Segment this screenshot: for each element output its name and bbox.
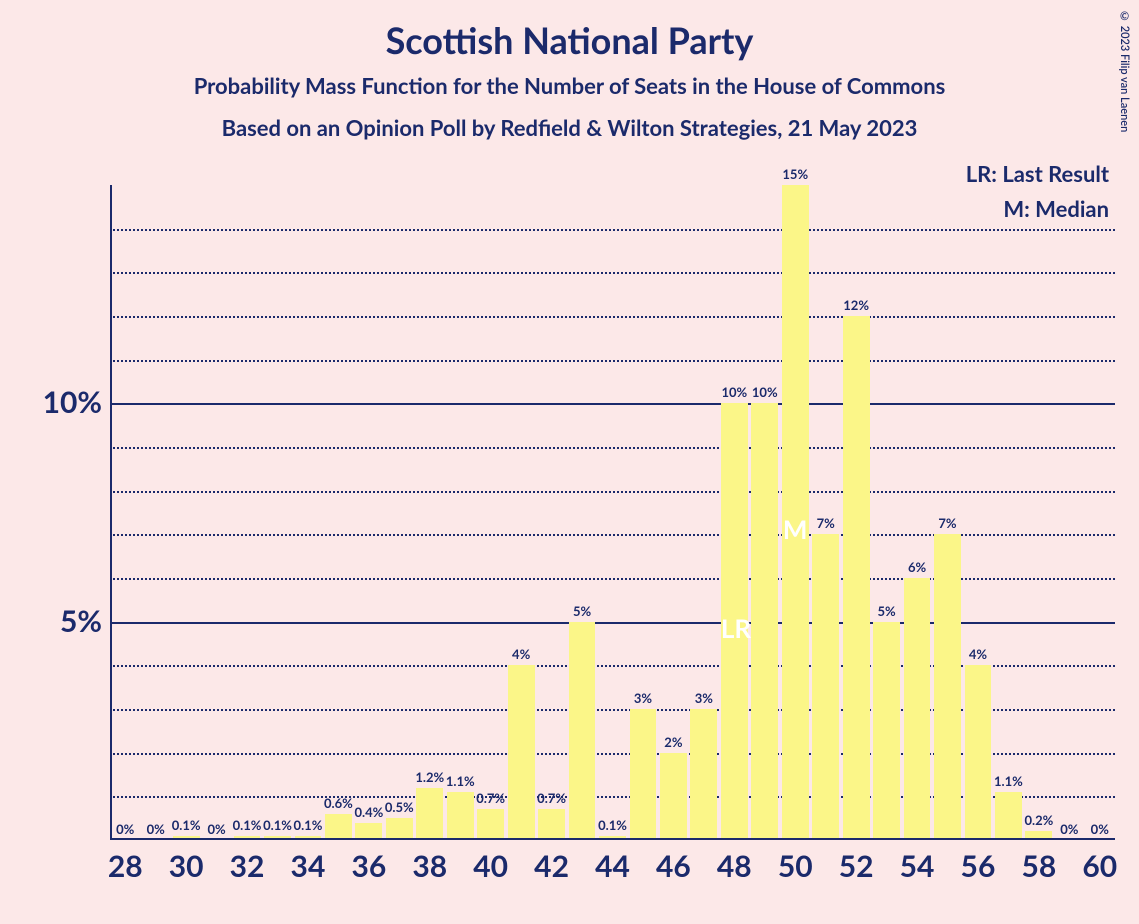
bar-label: 1.2% [413, 769, 447, 785]
grid-minor [110, 316, 1115, 318]
x-tick-label: 42 [521, 848, 582, 884]
grid-minor [110, 447, 1115, 449]
bar-label: 0% [1083, 821, 1117, 837]
x-tick-label: 60 [1069, 848, 1130, 884]
bar [447, 792, 474, 840]
bar-label: 0.1% [230, 817, 264, 833]
plot-area: 5%10%0%0%0.1%0%0.1%0.1%0.1%0.6%0.4%0.5%1… [110, 185, 1115, 840]
bar [477, 809, 504, 840]
bar-label: 0.2% [1022, 812, 1056, 828]
bar [995, 792, 1022, 840]
chart-subtitle-1: Probability Mass Function for the Number… [0, 72, 1139, 99]
grid-minor [110, 360, 1115, 362]
x-tick-label: 54 [887, 848, 948, 884]
x-tick-label: 58 [1008, 848, 1069, 884]
bar-label: 0.5% [382, 799, 416, 815]
chart-title: Scottish National Party [0, 18, 1139, 62]
x-tick-label: 46 [643, 848, 704, 884]
x-tick-label: 30 [156, 848, 217, 884]
y-axis [110, 185, 112, 840]
bar-label: 0.7% [534, 790, 568, 806]
x-tick-label: 50 [765, 848, 826, 884]
bar-label: 4% [961, 646, 995, 662]
bar [873, 622, 900, 840]
bar-label: 0.1% [260, 817, 294, 833]
x-tick-label: 38 [399, 848, 460, 884]
bar-label: 0.1% [169, 817, 203, 833]
bar-label: 5% [565, 603, 599, 619]
bar-label: 1.1% [991, 773, 1025, 789]
bar-label: 10% [748, 384, 782, 400]
x-tick-label: 44 [582, 848, 643, 884]
legend-lr: LR: Last Result [966, 160, 1109, 187]
x-tick-label: 34 [278, 848, 339, 884]
x-tick-label: 48 [704, 848, 765, 884]
chart-subtitle-2: Based on an Opinion Poll by Redfield & W… [0, 114, 1139, 141]
bar-label: 7% [808, 515, 842, 531]
bar-label: 0% [108, 821, 142, 837]
bar [660, 753, 687, 840]
grid-major [110, 403, 1115, 405]
copyright-text: © 2023 Filip van Laenen [1118, 10, 1131, 132]
bar-label: 0.1% [291, 817, 325, 833]
bar [569, 622, 596, 840]
bar-label: 3% [687, 690, 721, 706]
grid-minor [110, 534, 1115, 536]
bar-label: 10% [717, 384, 751, 400]
marker-median: M [782, 513, 809, 545]
x-tick-label: 28 [95, 848, 156, 884]
grid-minor [110, 272, 1115, 274]
grid-minor [110, 491, 1115, 493]
marker-last-result: LR [721, 612, 748, 644]
bar-label: 0% [1052, 821, 1086, 837]
bar [812, 534, 839, 840]
x-tick-label: 32 [217, 848, 278, 884]
x-tick-label: 40 [460, 848, 521, 884]
y-tick-label: 5% [10, 603, 102, 639]
bar [508, 665, 535, 840]
y-tick-label: 10% [10, 384, 102, 420]
bar [904, 578, 931, 840]
bar [690, 709, 717, 840]
bar-label: 5% [869, 603, 903, 619]
x-tick-label: 52 [826, 848, 887, 884]
bar-label: 0.7% [473, 790, 507, 806]
bar [416, 788, 443, 840]
bar [965, 665, 992, 840]
bar-label: 0.6% [321, 795, 355, 811]
bar-label: 7% [930, 515, 964, 531]
bar [843, 316, 870, 840]
chart-canvas: Scottish National Party Probability Mass… [0, 0, 1139, 924]
bar [386, 818, 413, 840]
x-tick-label: 36 [338, 848, 399, 884]
grid-minor [110, 229, 1115, 231]
bar-label: 12% [839, 297, 873, 313]
bar-label: 1.1% [443, 773, 477, 789]
bar-label: 15% [778, 166, 812, 182]
bar [751, 403, 778, 840]
bar-label: 0% [199, 821, 233, 837]
bar [934, 534, 961, 840]
bar-label: 0% [138, 821, 172, 837]
bar-label: 6% [900, 559, 934, 575]
bar [538, 809, 565, 840]
x-tick-label: 56 [948, 848, 1009, 884]
x-axis [110, 838, 1115, 840]
bar-label: 0.4% [352, 804, 386, 820]
bar [325, 814, 352, 840]
bar-label: 3% [626, 690, 660, 706]
grid-minor [110, 578, 1115, 580]
bar-label: 4% [504, 646, 538, 662]
bar [630, 709, 657, 840]
bar-label: 2% [656, 734, 690, 750]
bar-label: 0.1% [595, 817, 629, 833]
grid-major [110, 622, 1115, 624]
